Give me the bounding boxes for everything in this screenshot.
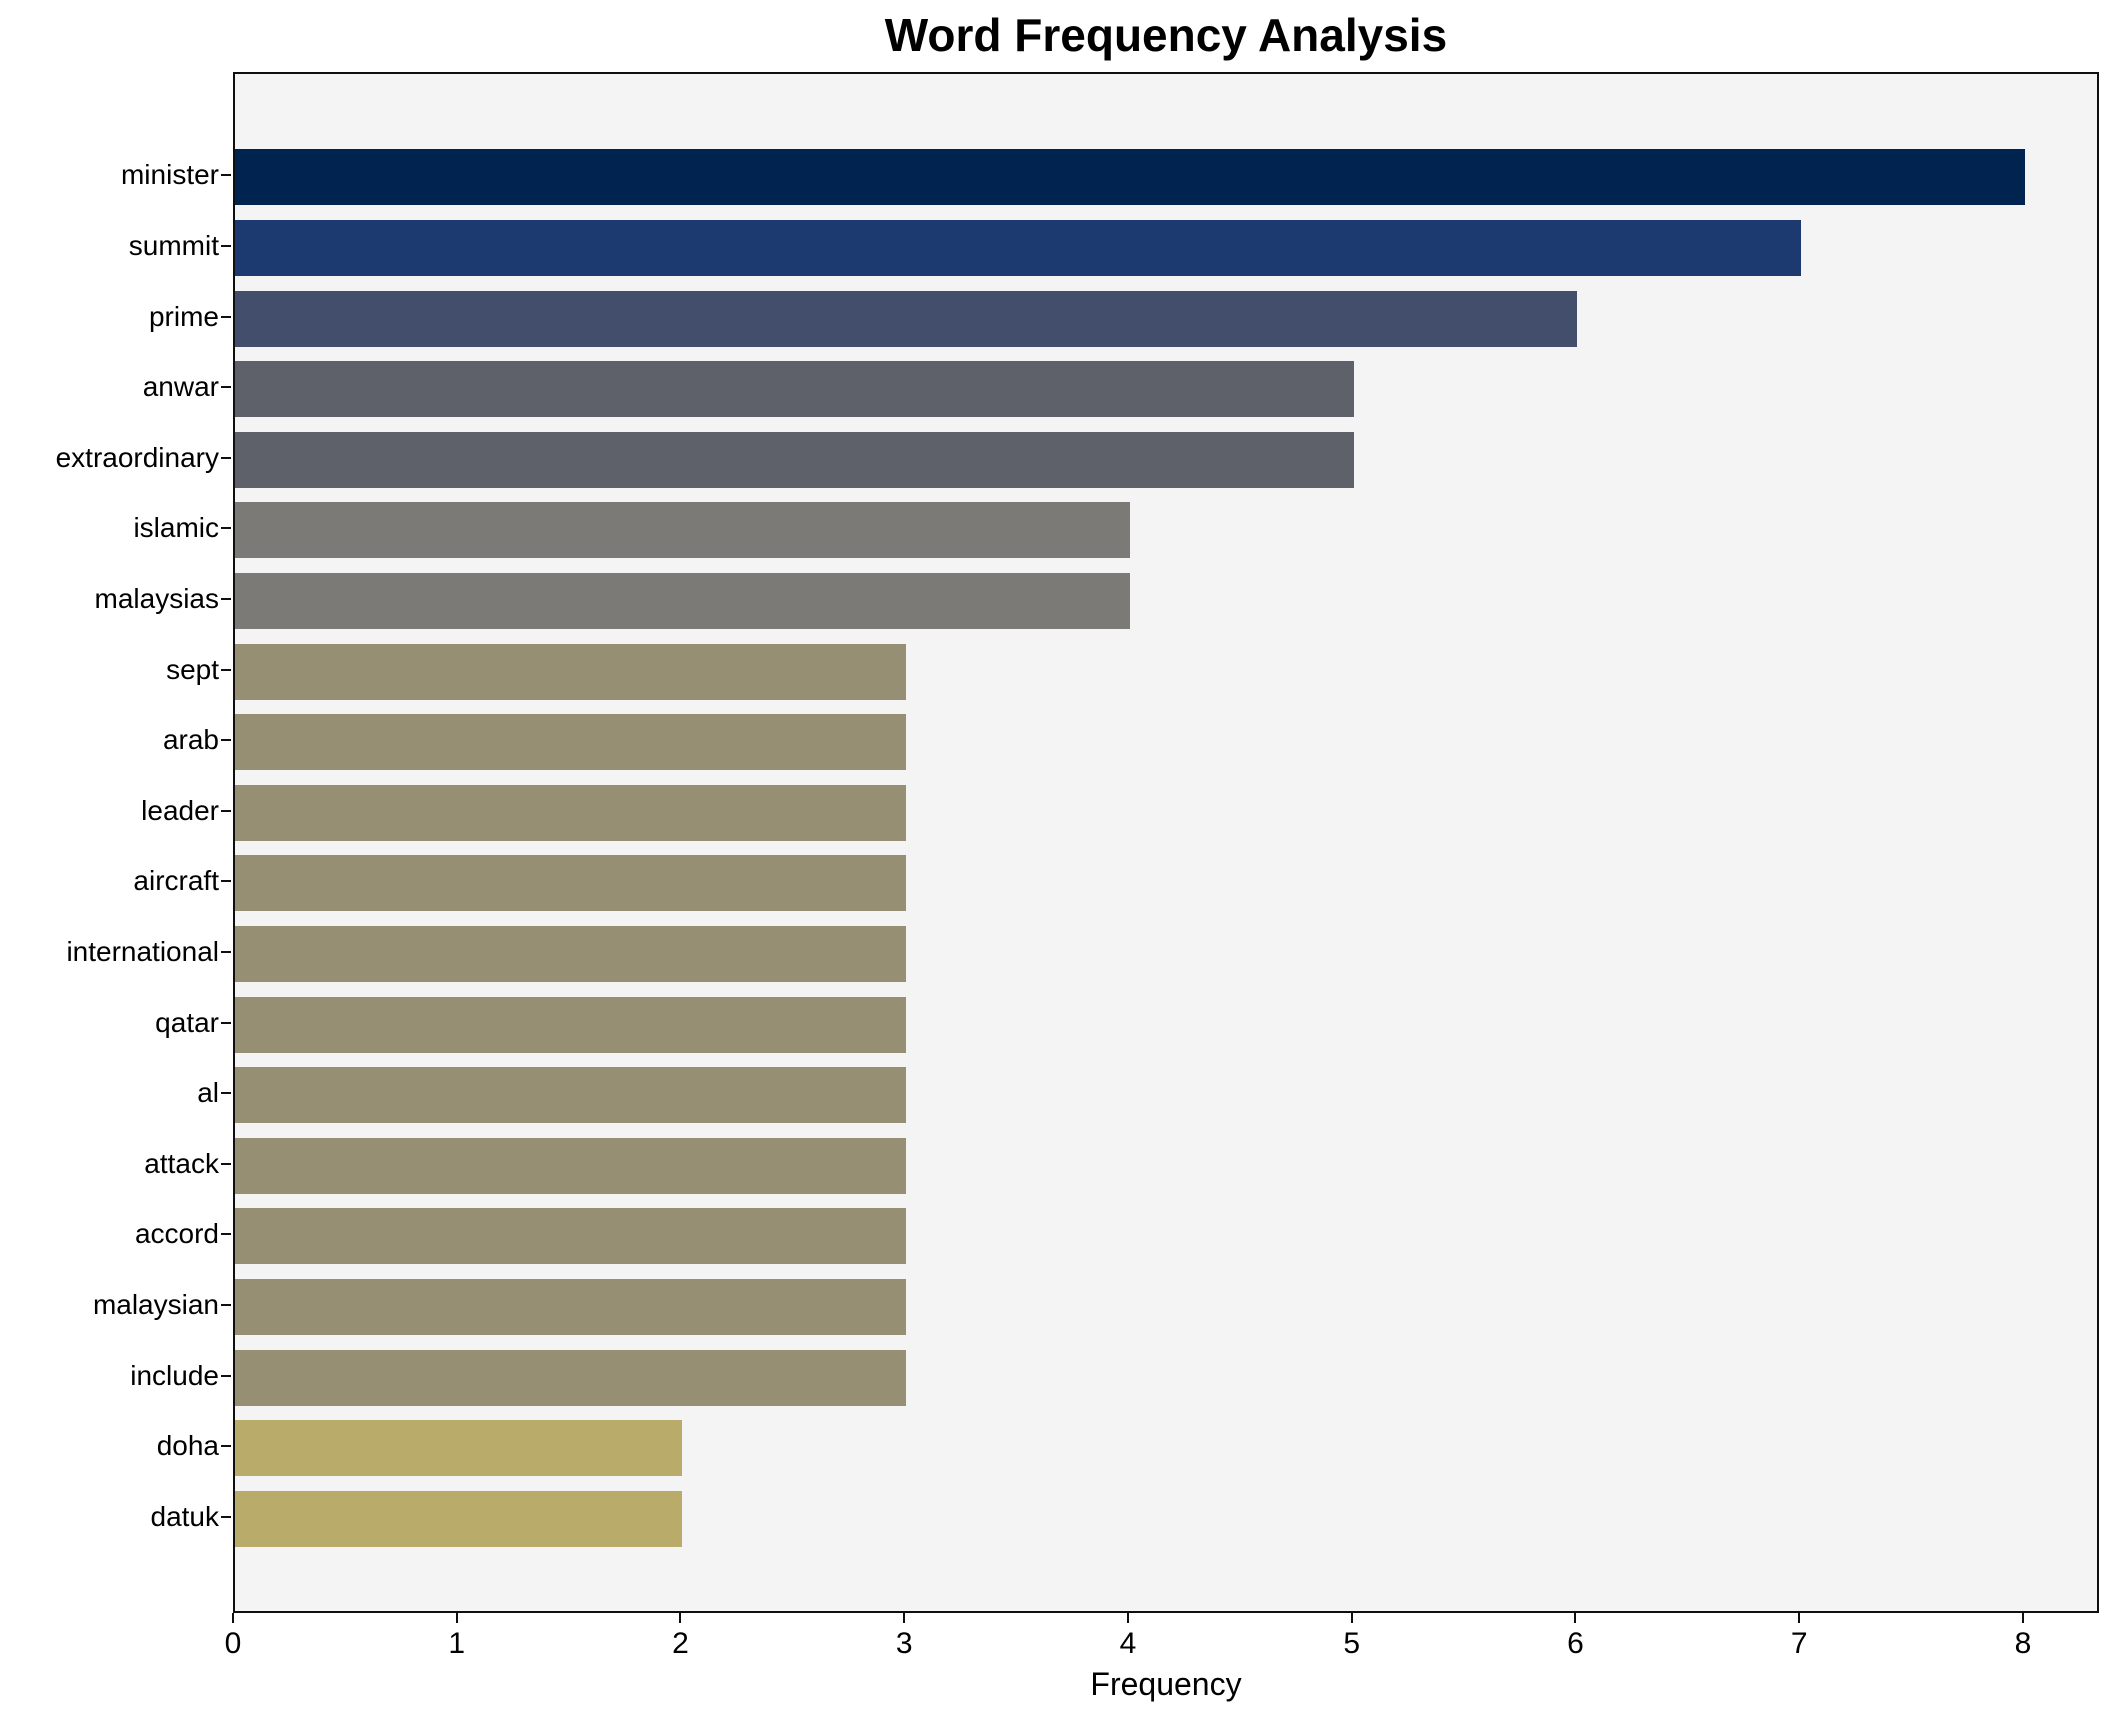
y-tick-aircraft bbox=[221, 880, 231, 883]
x-tick-0 bbox=[232, 1613, 234, 1623]
y-tick-malaysian bbox=[221, 1303, 231, 1306]
x-tick-label-0: 0 bbox=[224, 1627, 242, 1660]
y-label-minister: minister bbox=[120, 159, 219, 191]
y-tick-summit bbox=[221, 244, 231, 247]
y-label-doha: doha bbox=[156, 1430, 219, 1462]
x-tick-3 bbox=[903, 1613, 906, 1623]
x-tick-label-2: 2 bbox=[672, 1627, 689, 1660]
y-tick-attack bbox=[221, 1162, 231, 1165]
y-tick-arab bbox=[221, 739, 231, 742]
x-tick-6 bbox=[1574, 1613, 1577, 1623]
y-label-summit: summit bbox=[128, 229, 219, 261]
y-tick-malaysias bbox=[221, 597, 231, 600]
bar-malaysias bbox=[235, 572, 1130, 629]
y-tick-leader bbox=[221, 809, 231, 812]
y-tick-prime bbox=[221, 315, 231, 318]
y-tick-anwar bbox=[221, 386, 231, 389]
y-tick-extraordinary bbox=[221, 456, 231, 459]
x-tick-5 bbox=[1350, 1613, 1353, 1623]
x-tick-label-3: 3 bbox=[895, 1627, 913, 1660]
chart-title: Word Frequency Analysis bbox=[884, 9, 1448, 61]
bar-al bbox=[235, 1067, 907, 1124]
x-tick-8 bbox=[2021, 1613, 2024, 1623]
x-tick-1 bbox=[455, 1613, 458, 1623]
y-label-aircraft: aircraft bbox=[133, 865, 219, 897]
bar-international bbox=[235, 925, 907, 982]
y-label-prime: prime bbox=[148, 300, 219, 332]
y-label-qatar: qatar bbox=[155, 1006, 219, 1038]
bar-prime bbox=[235, 290, 1578, 347]
bar-extraordinary bbox=[235, 431, 1354, 488]
y-label-anwar: anwar bbox=[142, 371, 219, 403]
x-tick-label-4: 4 bbox=[1119, 1627, 1137, 1660]
y-label-islamic: islamic bbox=[133, 512, 219, 544]
y-label-datuk: datuk bbox=[150, 1500, 220, 1532]
x-tick-label-5: 5 bbox=[1343, 1627, 1361, 1660]
y-label-extraordinary: extraordinary bbox=[55, 441, 219, 473]
y-tick-islamic bbox=[221, 527, 231, 530]
bar-sept bbox=[235, 643, 907, 700]
bar-doha bbox=[235, 1420, 683, 1477]
plot-area bbox=[233, 72, 2099, 1613]
y-tick-international bbox=[221, 950, 231, 953]
y-label-malaysian: malaysian bbox=[92, 1288, 219, 1320]
bar-qatar bbox=[235, 996, 907, 1053]
bar-attack bbox=[235, 1137, 907, 1194]
bar-accord bbox=[235, 1208, 907, 1265]
x-tick-label-6: 6 bbox=[1567, 1627, 1584, 1660]
x-tick-label-1: 1 bbox=[448, 1627, 466, 1660]
bar-datuk bbox=[235, 1490, 683, 1547]
bar-include bbox=[235, 1349, 907, 1406]
y-tick-qatar bbox=[221, 1021, 231, 1024]
bar-anwar bbox=[235, 361, 1354, 418]
bar-summit bbox=[235, 219, 1802, 276]
x-tick-2 bbox=[679, 1613, 682, 1623]
y-tick-minister bbox=[221, 174, 231, 177]
y-label-attack: attack bbox=[144, 1147, 219, 1179]
y-tick-sept bbox=[221, 668, 231, 671]
x-tick-label-8: 8 bbox=[2014, 1627, 2032, 1660]
bar-leader bbox=[235, 784, 907, 841]
bar-arab bbox=[235, 714, 907, 771]
y-label-leader: leader bbox=[141, 794, 219, 826]
y-tick-al bbox=[221, 1092, 231, 1095]
y-label-arab: arab bbox=[162, 724, 219, 756]
y-tick-include bbox=[221, 1374, 231, 1377]
y-label-al: al bbox=[197, 1077, 219, 1109]
y-tick-doha bbox=[221, 1445, 231, 1448]
y-tick-datuk bbox=[221, 1515, 231, 1518]
y-tick-accord bbox=[221, 1233, 231, 1236]
x-axis-label: Frequency bbox=[1090, 1666, 1242, 1702]
y-label-international: international bbox=[66, 935, 219, 967]
x-tick-4 bbox=[1126, 1613, 1129, 1623]
bar-minister bbox=[235, 149, 2025, 206]
bar-islamic bbox=[235, 502, 1130, 559]
y-label-accord: accord bbox=[134, 1218, 219, 1250]
bar-malaysian bbox=[235, 1278, 907, 1335]
x-tick-label-7: 7 bbox=[1790, 1627, 1808, 1660]
bar-aircraft bbox=[235, 855, 907, 912]
x-tick-7 bbox=[1798, 1613, 1801, 1623]
y-label-include: include bbox=[130, 1359, 219, 1391]
y-label-malaysias: malaysias bbox=[94, 582, 219, 614]
y-label-sept: sept bbox=[166, 653, 219, 685]
